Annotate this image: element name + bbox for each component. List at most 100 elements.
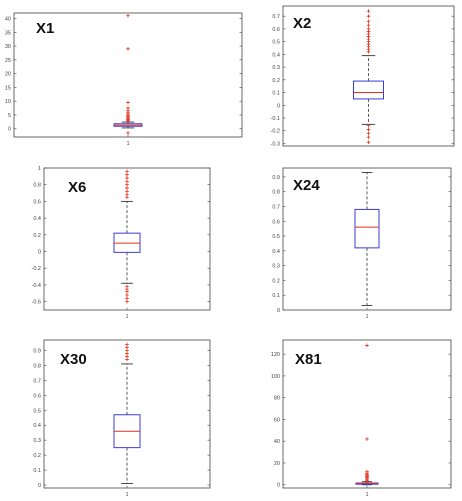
y-tick-label: 60: [274, 417, 280, 423]
y-tick-label: 0.9: [33, 348, 41, 354]
chart-panel: -0.3 -0.2 -0.1 0 0.1 0.2 0.3 0.4 0.5 0.6 0.7 X2: [271, 5, 455, 147]
y-tick-label: -0.3: [271, 141, 280, 147]
y-tick-label: 0.6: [272, 219, 280, 225]
outlier-marker: [125, 179, 129, 184]
y-tick-label: 0.5: [272, 40, 280, 46]
outlier-marker: [126, 13, 130, 18]
y-tick-label: 35: [5, 30, 11, 36]
chart-panel: 0 20 40 60 80 100 120 1 X81: [271, 339, 452, 498]
y-tick-label: 0.8: [272, 190, 280, 196]
x-tick-label: 1: [365, 314, 368, 320]
x-tick-label: 1: [125, 492, 128, 498]
outlier-marker: [366, 127, 371, 132]
y-tick-label: 0.7: [272, 14, 280, 20]
y-tick-label: 0: [8, 127, 11, 133]
y-tick-label: 0: [38, 250, 41, 256]
x-tick-label: 1: [125, 314, 128, 320]
outlier-marker: [365, 437, 369, 441]
panel-title: X1: [36, 20, 54, 37]
y-tick-label: 0.4: [272, 249, 280, 255]
outlier-marker: [366, 123, 371, 128]
y-tick-label: 0: [277, 103, 280, 109]
y-tick-label: 0.1: [33, 468, 41, 474]
y-tick-label: 0.2: [33, 453, 41, 459]
plot-frame: [282, 339, 452, 489]
chart-panel: 0 0.1 0.2 0.3 0.4 0.5 0.6 0.7 0.8 0.9 1 X30: [33, 339, 211, 498]
y-tick-label: 0.1: [272, 293, 280, 299]
outlier-marker: [125, 169, 129, 174]
y-tick-label: 0.5: [272, 234, 280, 240]
y-tick-label: 0: [277, 483, 280, 489]
x-tick-label: 1: [126, 141, 129, 147]
y-tick-label: 120: [271, 352, 280, 358]
y-tick-label: -0.1: [271, 116, 280, 122]
outlier-marker: [125, 189, 129, 194]
y-tick-label: 0.8: [33, 363, 41, 369]
y-tick-label: 80: [274, 396, 280, 402]
outlier-marker: [366, 131, 371, 136]
outlier-marker: [126, 131, 130, 135]
y-tick-label: 0.5: [33, 408, 41, 414]
box-iqr: [353, 80, 384, 100]
panel-title: X2: [293, 15, 311, 32]
outlier-marker: [125, 299, 129, 304]
y-tick-label: 0.9: [272, 175, 280, 181]
panel-title: X24: [293, 177, 320, 194]
outlier-marker: [366, 50, 371, 54]
y-tick-label: 0: [277, 308, 280, 314]
y-tick-label: 0.6: [33, 199, 41, 205]
y-tick-label: 0.2: [272, 78, 280, 84]
chart-panel: -0.6 -0.4 -0.2 0 0.2 0.4 0.6 0.8 1 1 X6: [32, 166, 211, 320]
outlier-marker: [125, 296, 129, 301]
outlier-marker: [125, 172, 129, 177]
y-tick-label: 0.4: [33, 216, 41, 222]
outlier-marker: [366, 135, 371, 139]
outlier-marker: [366, 9, 371, 13]
panel-title: X30: [60, 351, 87, 368]
outlier-marker: [125, 176, 129, 180]
panel-title: X81: [295, 351, 322, 368]
outlier-marker: [125, 195, 129, 200]
y-tick-label: -0.2: [32, 266, 41, 272]
y-tick-label: 15: [5, 85, 11, 91]
chart-panel: 0 0.1 0.2 0.3 0.4 0.5 0.6 0.7 0.8 0.9 1 X24: [272, 167, 452, 320]
y-tick-label: 0.2: [272, 278, 280, 284]
y-tick-label: 0.6: [272, 27, 280, 33]
y-tick-label: 0.7: [33, 378, 41, 384]
y-tick-label: 0.7: [272, 204, 280, 210]
outlier-marker: [125, 182, 129, 187]
chart-panel: 0 5 10 15 20 25 30 35 40 1 X1: [5, 12, 243, 147]
box-iqr: [354, 208, 380, 249]
y-tick-label: 25: [5, 58, 11, 64]
outlier-marker: [125, 293, 129, 297]
outlier-marker: [366, 23, 371, 27]
y-tick-label: 0.3: [272, 65, 280, 71]
y-tick-label: 40: [274, 439, 280, 445]
y-tick-label: 0.8: [33, 183, 41, 189]
y-tick-label: 0.4: [33, 423, 41, 429]
outlier-marker: [366, 19, 371, 24]
y-tick-label: 5: [8, 113, 11, 119]
outlier-marker: [365, 343, 369, 348]
y-tick-label: 0.2: [33, 233, 41, 239]
y-tick-label: -0.2: [271, 129, 280, 135]
y-tick-label: 20: [274, 461, 280, 467]
y-tick-label: 30: [5, 44, 11, 50]
x-tick-label: 1: [365, 492, 368, 498]
outlier-marker: [125, 186, 129, 190]
y-tick-label: 20: [5, 72, 11, 78]
y-tick-label: 10: [5, 99, 11, 105]
panel-title: X6: [68, 179, 86, 196]
outlier-marker: [366, 140, 371, 144]
outlier-marker: [366, 14, 371, 18]
y-tick-label: 0.3: [272, 264, 280, 270]
outlier-marker: [365, 469, 369, 474]
y-tick-label: -0.6: [32, 300, 41, 306]
outlier-marker: [126, 106, 130, 110]
y-tick-label: 0.1: [272, 91, 280, 97]
y-tick-label: 0: [38, 483, 41, 489]
outlier-marker: [126, 47, 130, 51]
y-tick-label: -0.4: [32, 283, 41, 289]
y-tick-label: 0.3: [33, 438, 41, 444]
